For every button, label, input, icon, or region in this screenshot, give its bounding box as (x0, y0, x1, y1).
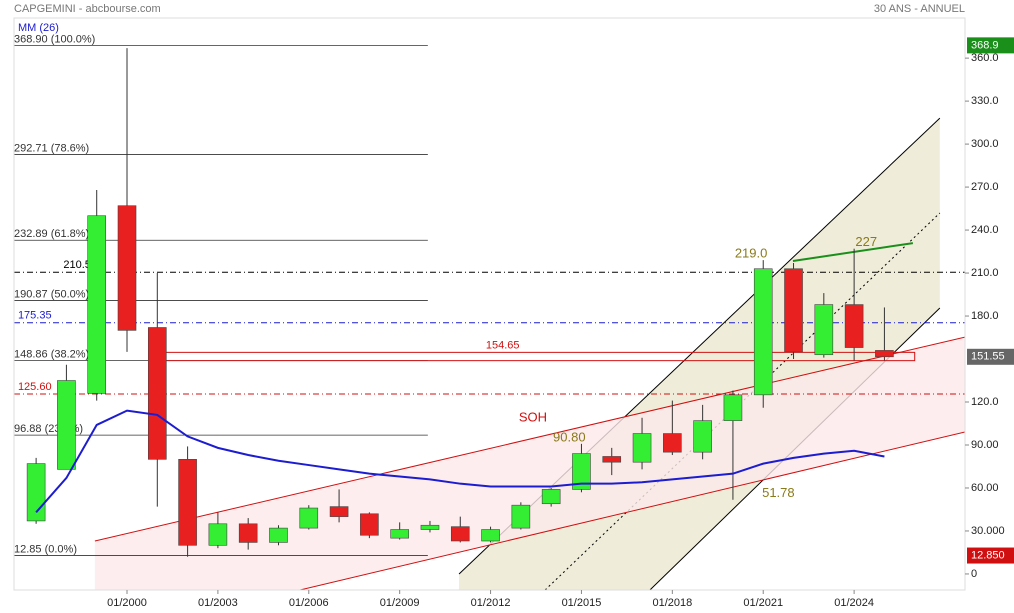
fib-label: 368.90 (100.0%) (14, 33, 95, 45)
candle-body (269, 527, 288, 543)
y-tick-label: 30.000 (971, 525, 1005, 537)
x-tick-label: 01/2021 (743, 597, 783, 609)
y-tick-label: 120.0 (971, 396, 999, 408)
candle-body (541, 489, 561, 505)
candle-body (117, 205, 137, 331)
candle-body (420, 524, 440, 530)
candle-body (450, 526, 470, 542)
x-tick-label: 01/2000 (107, 597, 147, 609)
candle-body (57, 380, 76, 470)
hline-label: 175.35 (18, 310, 52, 322)
channel-mid (544, 212, 941, 590)
candle-body (87, 215, 107, 394)
candle-body (784, 268, 803, 353)
candle-body (481, 529, 500, 542)
candle-body (753, 268, 773, 396)
candle-body (148, 327, 167, 460)
legend-entry: MM (26) (18, 22, 59, 34)
trendline (792, 242, 914, 263)
candle-body (875, 350, 894, 358)
y-tick-label: 240.0 (971, 224, 999, 236)
y-tick-label: 270.0 (971, 181, 999, 193)
hline-label: 125.60 (18, 381, 52, 393)
candle-body (299, 507, 319, 529)
fib-label: 292.71 (78.6%) (14, 142, 89, 154)
plot-frame (13, 17, 966, 591)
x-tick-label: 01/2012 (471, 597, 511, 609)
price-label: 12.850 (971, 549, 1005, 561)
chart-title: CAPGEMINI - abcbourse.com (14, 3, 161, 15)
price-label-box (967, 37, 1014, 54)
x-tick-label: 01/2024 (834, 597, 874, 609)
fib-label: 12.85 (0.0%) (14, 543, 77, 555)
candle-body (572, 453, 591, 490)
candle-body (511, 504, 531, 529)
chart-subtitle: 30 ANS - ANNUEL (874, 3, 965, 15)
price-label-box (967, 348, 1014, 365)
annotation: 219.0 (735, 246, 768, 261)
y-tick-label: 360.0 (971, 52, 999, 64)
plot: 368.90 (100.0%) 292.71 (78.6%) 232.89 (61.… (14, 33, 965, 590)
annotation: SOH (519, 409, 547, 424)
candle-body (814, 304, 834, 356)
price-label: 368.9 (971, 39, 999, 51)
y-tick-label: 60.00 (971, 482, 999, 494)
annotation: 227 (855, 234, 877, 249)
candle-body (693, 420, 712, 453)
fib-label: 148.86 (38.2%) (14, 349, 89, 361)
zone-label: 154.65 (486, 339, 520, 351)
x-tick-label: 01/2015 (562, 597, 602, 609)
candle-body (329, 506, 349, 517)
candle-body (844, 304, 864, 348)
candle-body (208, 523, 228, 546)
channel-upper (94, 336, 965, 542)
candle-body (178, 459, 197, 546)
price-label-box (967, 547, 1014, 564)
candle-body (238, 523, 258, 543)
candle-body (632, 433, 652, 463)
y-tick-label: 300.0 (971, 138, 999, 150)
y-tick-label: 330.0 (971, 95, 999, 107)
channel-lower (299, 431, 965, 590)
y-tick-label: 180.0 (971, 310, 999, 322)
x-tick-label: 01/2009 (380, 597, 420, 609)
fib-label: 190.87 (50.0%) (14, 288, 89, 300)
x-tick-label: 01/2003 (198, 597, 238, 609)
fib-label: 232.89 (61.8%) (14, 228, 89, 240)
candle-body (602, 456, 622, 463)
moving-average (35, 409, 885, 514)
candle-body (723, 394, 743, 421)
x-tick-label: 01/2018 (652, 597, 692, 609)
candle-body (390, 529, 409, 539)
y-tick-label: 0 (971, 568, 977, 580)
candle-body (663, 433, 682, 453)
candle-body (360, 513, 379, 536)
x-tick-label: 01/2006 (289, 597, 329, 609)
annotation: 90.80 (553, 429, 586, 444)
annotation: 51.78 (762, 485, 795, 500)
y-tick-label: 90.00 (971, 439, 999, 451)
price-label: 151.55 (971, 351, 1005, 363)
y-tick-label: 210.0 (971, 267, 999, 279)
